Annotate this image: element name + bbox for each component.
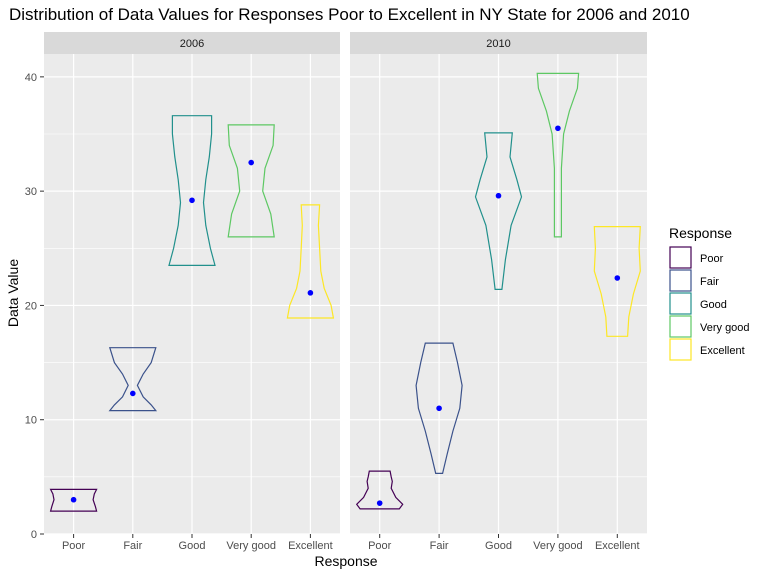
legend-item: Excellent [669, 338, 745, 361]
legend-label: Excellent [700, 345, 745, 357]
panel-2006: 2006 Poor Fair Good Very good Excellent [44, 32, 340, 552]
strip-label: 2010 [486, 38, 510, 50]
legend-item: Good [669, 292, 727, 315]
legend-key [669, 269, 692, 292]
legend-item: Poor [669, 246, 724, 269]
panel-2010: 2010 Poor Fair Good Very good Excellent [350, 32, 647, 552]
mean-point [376, 500, 383, 506]
mean-point [189, 197, 195, 204]
x-tick-label: Good [485, 540, 512, 552]
legend-title: Response [669, 225, 732, 241]
y-tick-label: 40 [25, 72, 37, 84]
x-tick-label: Excellent [288, 540, 333, 552]
x-tick-label: Fair [123, 540, 142, 552]
violin-poor [355, 470, 404, 510]
strip-background [44, 32, 340, 54]
x-axis-title: Response [314, 553, 377, 569]
violin-good [474, 132, 523, 290]
mean-point [130, 390, 136, 397]
violin-very-good [227, 124, 275, 238]
y-axis-title: Data Value [5, 259, 21, 327]
x-tick-label: Very good [226, 540, 276, 552]
mean-point [248, 159, 254, 166]
violin-fair [108, 347, 158, 412]
mean-point [307, 290, 314, 296]
legend-label: Very good [700, 322, 750, 334]
mean-point [495, 192, 502, 199]
legend-item: Very good [669, 315, 750, 338]
violin-poor [49, 488, 98, 512]
mean-point [614, 275, 621, 281]
x-tick-label: Poor [368, 540, 392, 552]
x-tick-label: Fair [430, 540, 449, 552]
x-tick-label: Good [179, 540, 206, 552]
legend-label: Good [700, 299, 727, 311]
violin-excellent [286, 204, 335, 319]
legend: Response Poor Fair Good Very good Excellent [669, 225, 750, 361]
y-axis: 0 10 20 30 40 [25, 72, 44, 541]
legend-key [669, 338, 692, 361]
violin-good [168, 115, 216, 266]
y-tick-label: 10 [25, 415, 37, 427]
mean-point [436, 405, 442, 412]
violin-very-good [536, 72, 580, 238]
x-tick-label: Poor [62, 540, 86, 552]
x-tick-label: Very good [533, 540, 583, 552]
legend-item: Fair [669, 269, 719, 292]
violin-fair [415, 342, 463, 474]
strip-label: 2006 [180, 38, 204, 50]
y-tick-label: 20 [25, 300, 37, 312]
x-tick-label: Excellent [595, 540, 640, 552]
y-tick-label: 30 [25, 186, 37, 198]
legend-label: Fair [700, 276, 719, 288]
chart-title: Distribution of Data Values for Response… [9, 5, 690, 24]
legend-key [669, 292, 692, 315]
legend-key [669, 246, 692, 269]
legend-key [669, 315, 692, 338]
legend-label: Poor [700, 253, 724, 265]
violin-excellent [593, 226, 641, 337]
y-tick-label: 0 [31, 529, 37, 541]
strip-background [350, 32, 647, 54]
mean-point [70, 496, 77, 503]
mean-point [555, 125, 561, 132]
